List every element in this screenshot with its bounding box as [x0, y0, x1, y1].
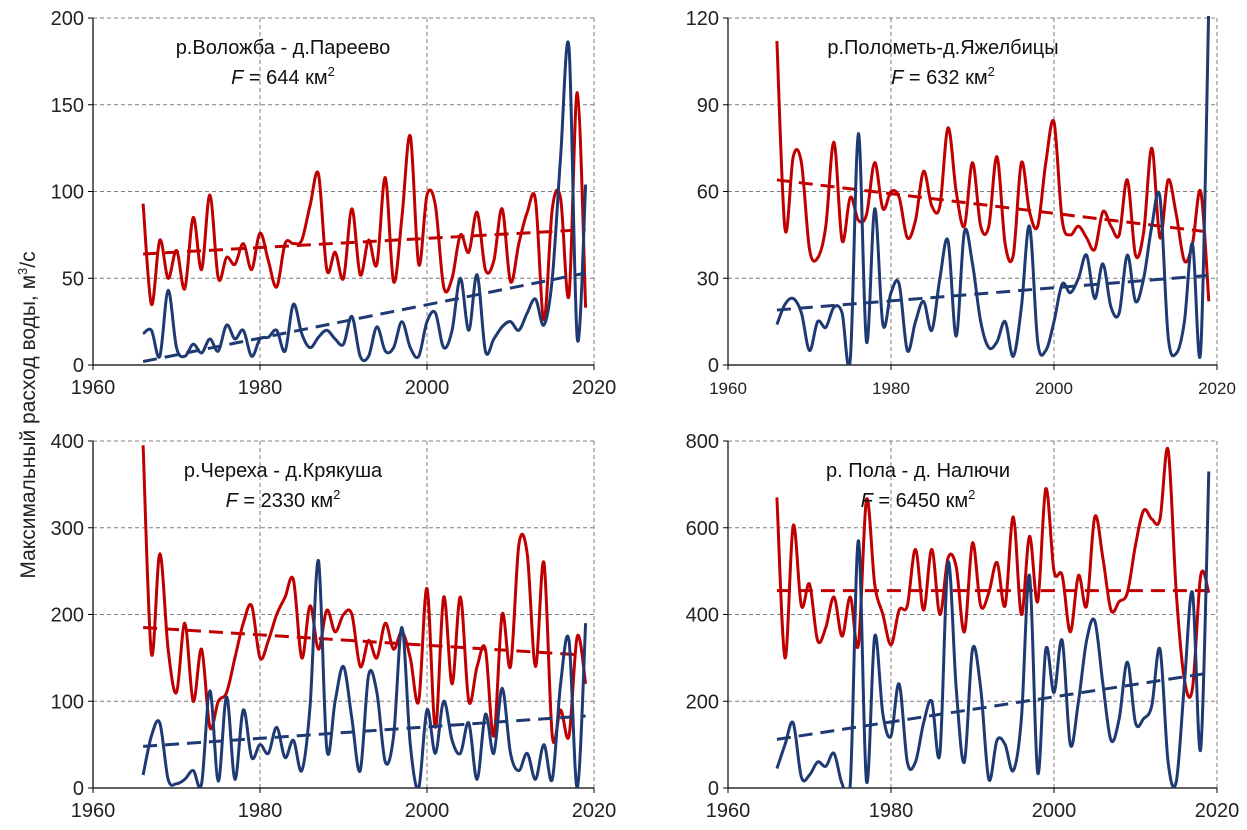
x-tick-label: 2000: [405, 377, 450, 399]
chart-panel-2: 0 30 60 90 120 1960 1980 2000 2020 р.Пoлометь-д.Я…: [686, 8, 1236, 398]
y-tick-label: 0: [708, 778, 719, 800]
trend-line-blue: [142, 714, 586, 748]
y-tick-label: 800: [686, 431, 719, 453]
area-unit-sup: 2: [333, 487, 340, 502]
y-tick-label: 120: [686, 8, 719, 30]
y-tick-label: 100: [51, 182, 84, 204]
area-unit-sup: 2: [988, 64, 995, 79]
y-tick-label: 50: [62, 268, 84, 290]
x-tick-label: 1960: [71, 800, 116, 822]
chart-title: р.Череха - д.Крякуша: [184, 460, 383, 482]
trend-line-red: [776, 178, 1210, 234]
trend-line-blue: [776, 671, 1210, 741]
y-tick-label: 0: [73, 355, 84, 377]
area-symbol: F: [861, 490, 875, 512]
y-tick-label: 30: [697, 268, 719, 290]
plot-area: [141, 445, 588, 788]
plot-area: [775, 16, 1211, 365]
chart-panel-3: 0 100 200 300 400 1960 1980 2000 2020 р.Череха - …: [51, 431, 617, 822]
y-tick-label: 0: [708, 355, 719, 377]
area-symbol: F: [226, 490, 240, 512]
y-tick-label: 200: [51, 605, 84, 627]
series-line-red: [141, 91, 588, 322]
x-tick-label: 1960: [71, 377, 116, 399]
series-line-red: [141, 445, 588, 745]
x-tick-label: 1980: [238, 377, 283, 399]
y-tick-label: 200: [686, 691, 719, 713]
y-tick-label: 200: [51, 8, 84, 30]
x-tick-label: 2000: [1032, 800, 1077, 822]
area-symbol: F: [231, 67, 245, 89]
y-tick-label: 100: [51, 691, 84, 713]
x-tick-label: 2020: [572, 377, 617, 399]
x-tick-label: 1980: [872, 379, 910, 398]
y-tick-label: 0: [73, 778, 84, 800]
chart-area-label: F = 6450 км2: [861, 487, 976, 512]
x-tick-label: 2000: [405, 800, 450, 822]
y-tick-label: 400: [51, 431, 84, 453]
chart-area-label: F = 644 км2: [231, 64, 335, 89]
area-value: = 632 км: [903, 67, 987, 89]
y-tick-label: 600: [686, 518, 719, 540]
plot-area: [141, 40, 588, 364]
chart-title: р.Воложба - д.Пареево: [176, 37, 391, 59]
area-value: = 644 км: [243, 67, 327, 89]
x-tick-label: 2020: [1198, 379, 1236, 398]
area-unit-sup: 2: [328, 64, 335, 79]
trend-line-red: [143, 228, 586, 256]
x-tick-label: 1980: [238, 800, 283, 822]
y-tick-label: 90: [697, 95, 719, 117]
x-tick-label: 1980: [869, 800, 914, 822]
area-unit-sup: 2: [968, 487, 975, 502]
trend-line-red: [143, 626, 586, 657]
chart-area-label: F = 632 км2: [891, 64, 995, 89]
series-line-blue: [775, 16, 1211, 365]
x-tick-label: 1960: [706, 800, 751, 822]
series-line-red: [775, 41, 1211, 302]
plot-area: [775, 446, 1211, 788]
area-value: = 6450 км: [873, 490, 968, 512]
x-tick-label: 2020: [1195, 800, 1240, 822]
y-tick-label: 400: [686, 605, 719, 627]
y-tick-label: 150: [51, 95, 84, 117]
x-tick-label: 1960: [709, 379, 747, 398]
x-tick-label: 2020: [572, 800, 617, 822]
x-tick-label: 2000: [1035, 379, 1073, 398]
y-axis-label: Максимальный расход воды, м3/с: [15, 251, 40, 579]
series-line-blue: [775, 471, 1211, 788]
chart-panel-1: 0 50 100 150 200 1960 1980 2000 2020 р.Воложба - …: [51, 8, 617, 399]
trend-line-blue: [142, 271, 586, 364]
trend-line-blue: [776, 273, 1209, 312]
series-line-red: [775, 446, 1211, 699]
chart-area-label: F = 2330 км2: [226, 487, 341, 512]
area-symbol: F: [891, 67, 905, 89]
series-line-blue: [142, 40, 588, 363]
series-line-blue: [141, 559, 588, 788]
chart-title: р.Пoлометь-д.Яжелбицы: [827, 37, 1058, 59]
y-tick-label: 60: [697, 182, 719, 204]
y-tick-label: 300: [51, 518, 84, 540]
chart-panel-4: 0 200 400 600 800 1960 1980 2000 2020 р. Пола - д…: [686, 431, 1240, 822]
chart-title: р. Пола - д. Налючи: [826, 460, 1010, 482]
area-value: = 2330 км: [238, 490, 333, 512]
